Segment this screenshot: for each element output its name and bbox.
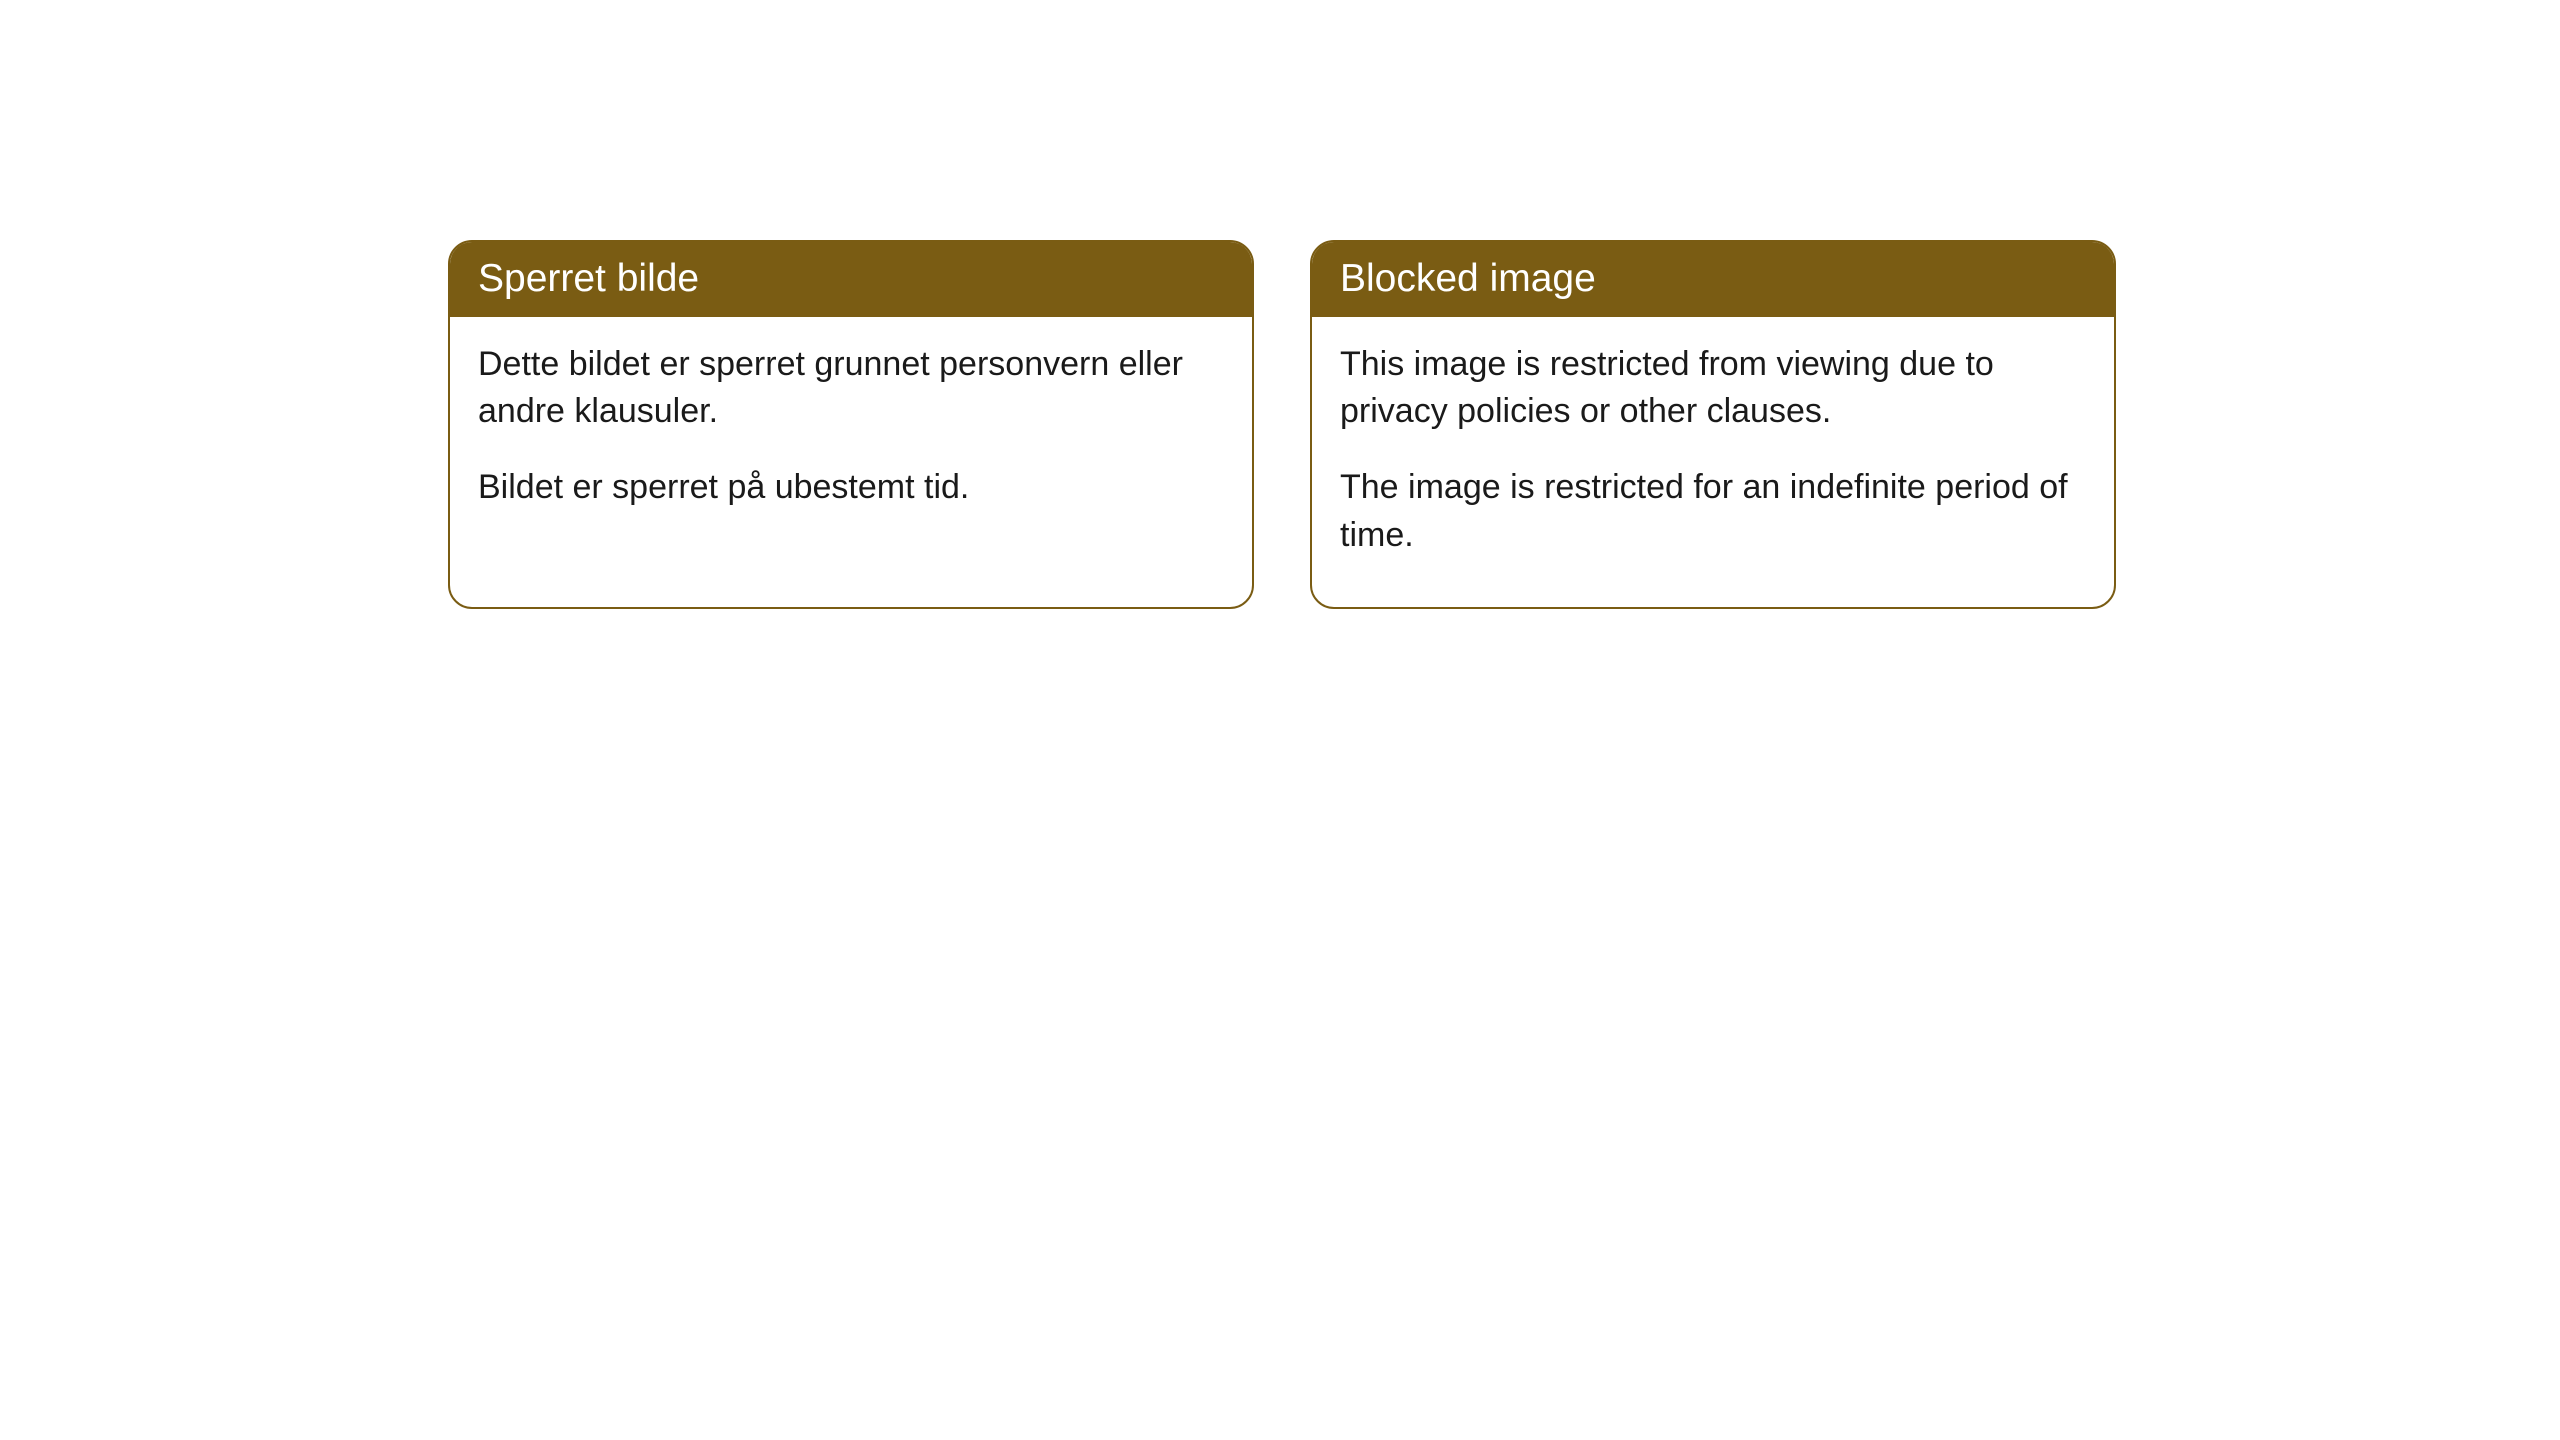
card-paragraph: The image is restricted for an indefinit… bbox=[1340, 464, 2086, 559]
notice-cards-container: Sperret bilde Dette bildet er sperret gr… bbox=[448, 240, 2116, 609]
notice-card-norwegian: Sperret bilde Dette bildet er sperret gr… bbox=[448, 240, 1254, 609]
notice-card-english: Blocked image This image is restricted f… bbox=[1310, 240, 2116, 609]
card-header: Blocked image bbox=[1312, 242, 2114, 317]
card-paragraph: This image is restricted from viewing du… bbox=[1340, 341, 2086, 436]
card-paragraph: Dette bildet er sperret grunnet personve… bbox=[478, 341, 1224, 436]
card-body: Dette bildet er sperret grunnet personve… bbox=[450, 317, 1252, 560]
card-header: Sperret bilde bbox=[450, 242, 1252, 317]
card-paragraph: Bildet er sperret på ubestemt tid. bbox=[478, 464, 1224, 512]
card-title: Blocked image bbox=[1340, 257, 1596, 300]
card-title: Sperret bilde bbox=[478, 257, 699, 300]
card-body: This image is restricted from viewing du… bbox=[1312, 317, 2114, 607]
